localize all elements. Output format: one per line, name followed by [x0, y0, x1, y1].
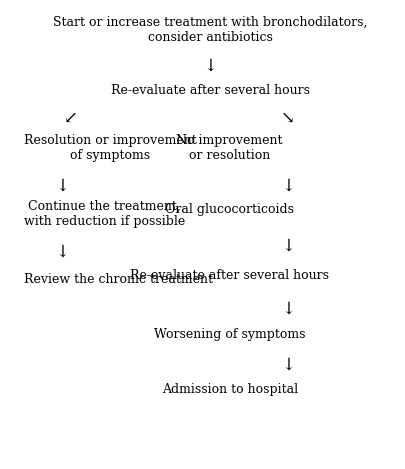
Text: Oral glucocorticoids: Oral glucocorticoids [165, 203, 294, 216]
Text: ↓: ↓ [281, 237, 295, 254]
Text: ↓: ↓ [203, 57, 217, 74]
Text: Worsening of symptoms: Worsening of symptoms [154, 328, 305, 341]
Text: Review the chronic treatment: Review the chronic treatment [23, 273, 213, 286]
Text: ↓: ↓ [281, 300, 295, 318]
Text: Start or increase treatment with bronchodilators,
consider antibiotics: Start or increase treatment with broncho… [53, 15, 367, 44]
Text: ↙: ↙ [63, 110, 77, 127]
Text: ↓: ↓ [281, 178, 295, 195]
Text: Admission to hospital: Admission to hospital [162, 383, 298, 396]
Text: Resolution or improvement
of symptoms: Resolution or improvement of symptoms [23, 134, 196, 162]
Text: Continue the treatment,
with reduction if possible: Continue the treatment, with reduction i… [23, 200, 185, 228]
Text: ↘: ↘ [281, 110, 295, 127]
Text: ↓: ↓ [281, 356, 295, 374]
Text: Re-evaluate after several hours: Re-evaluate after several hours [111, 84, 310, 97]
Text: ↓: ↓ [55, 244, 70, 261]
Text: No improvement
or resolution: No improvement or resolution [177, 134, 283, 162]
Text: Re-evaluate after several hours: Re-evaluate after several hours [130, 269, 329, 282]
Text: ↓: ↓ [55, 178, 70, 195]
